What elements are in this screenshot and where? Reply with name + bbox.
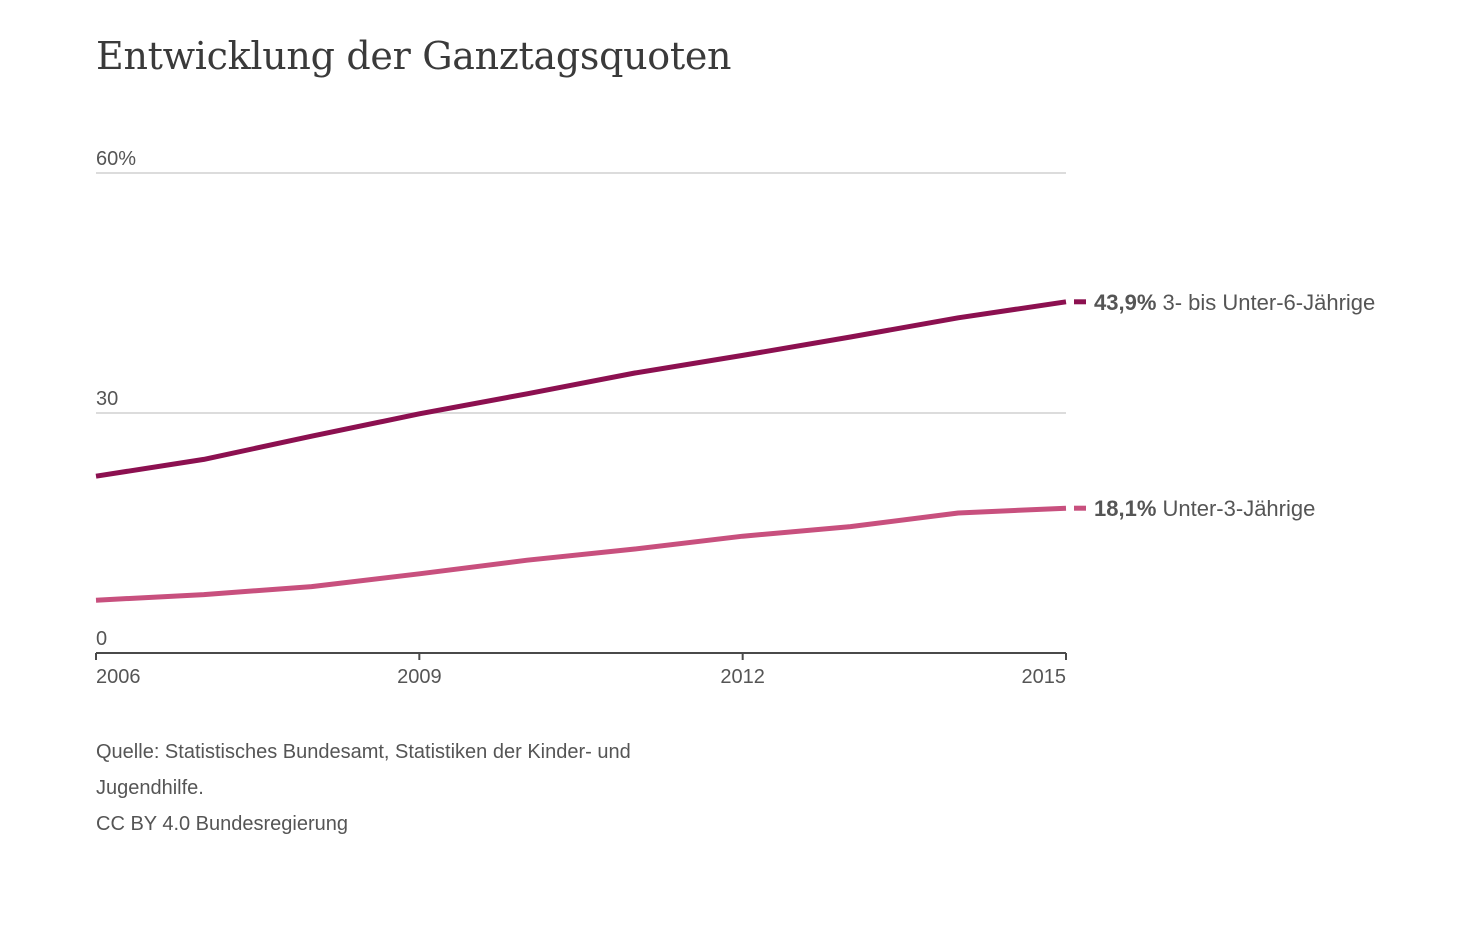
series-end-value: 43,9% — [1094, 290, 1156, 315]
series-name: Unter-3-Jährige — [1156, 496, 1315, 521]
end-markers — [1074, 299, 1086, 511]
series-end-value: 18,1% — [1094, 496, 1156, 521]
chart-title: Entwicklung der Ganztagsquoten — [96, 34, 732, 78]
x-tick-label: 2015 — [1022, 666, 1067, 688]
y-tick-labels: 0 30 60% — [96, 148, 136, 650]
x-axis — [95, 652, 1067, 660]
series-end-label: 18,1% Unter-3-Jährige — [1094, 496, 1315, 521]
series-line — [95, 505, 1067, 603]
source-line-3: CC BY 4.0 Bundesregierung — [96, 813, 349, 835]
x-tick-label: 2012 — [720, 666, 765, 688]
series-end-label: 43,9% 3- bis Unter-6-Jährige — [1094, 290, 1375, 315]
series-line — [95, 299, 1067, 479]
line-chart: 0 30 60% 2006 2009 2012 2015 43,9% 3- bis Unt… — [95, 148, 1375, 688]
series-lines — [95, 299, 1067, 603]
grid-lines — [96, 172, 1066, 414]
series-end-labels: 43,9% 3- bis Unter-6-Jährige 18,1% Unter-… — [1094, 290, 1375, 521]
source-note: Quelle: Statistisches Bundesamt, Statist… — [96, 734, 716, 842]
x-tick-label: 2009 — [397, 666, 442, 688]
y-tick-label: 60% — [96, 148, 136, 170]
y-tick-label: 0 — [96, 628, 107, 650]
source-line-1: Quelle: Statistisches Bundesamt, Statist… — [96, 741, 631, 763]
source-line-2: Jugendhilfe. — [96, 777, 204, 799]
x-tick-label: 2006 — [96, 666, 141, 688]
x-tick-labels: 2006 2009 2012 2015 — [96, 666, 1066, 688]
series-name: 3- bis Unter-6-Jährige — [1156, 290, 1375, 315]
y-tick-label: 30 — [96, 388, 118, 410]
